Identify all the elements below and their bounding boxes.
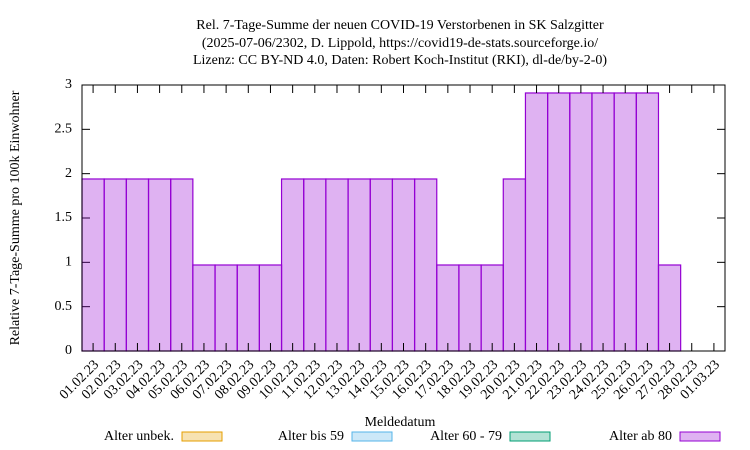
bar xyxy=(569,92,593,352)
legend-label: Alter bis 59 xyxy=(278,429,344,444)
chart-title: Lizenz: CC BY-ND 4.0, Daten: Robert Koch… xyxy=(193,53,607,68)
bar xyxy=(547,92,571,352)
legend-label: Alter unbek. xyxy=(104,429,174,444)
legend-swatch xyxy=(351,431,393,442)
bar xyxy=(103,178,127,352)
bar xyxy=(258,264,283,352)
y-axis-label: Relative 7-Tage-Summe pro 100k Einwohner xyxy=(8,90,23,345)
legend-swatch xyxy=(181,431,223,442)
bar xyxy=(280,178,305,352)
bar xyxy=(391,178,416,352)
y-tick-label: 0 xyxy=(65,343,72,358)
bar xyxy=(635,92,660,352)
y-tick-label: 2 xyxy=(65,166,72,181)
y-tick-label: 2.5 xyxy=(55,122,73,137)
bar xyxy=(347,178,371,352)
bar xyxy=(147,178,172,352)
bar xyxy=(81,178,105,352)
bar xyxy=(325,178,349,352)
legend-label: Alter 60 - 79 xyxy=(430,429,502,444)
bar xyxy=(480,264,504,352)
chart-title: (2025-07-06/2302, D. Lippold, https://co… xyxy=(202,36,598,51)
x-axis-label: Meldedatum xyxy=(365,415,436,430)
chart-title: Rel. 7-Tage-Summe der neuen COVID-19 Ver… xyxy=(196,18,604,33)
bar xyxy=(502,178,527,352)
legend-swatch xyxy=(679,431,721,442)
bar xyxy=(170,178,194,352)
bar xyxy=(192,264,216,352)
legend-label: Alter ab 80 xyxy=(609,429,672,444)
bar xyxy=(303,178,327,352)
bar xyxy=(591,92,615,352)
y-tick-label: 1 xyxy=(65,255,72,270)
bar xyxy=(458,264,482,352)
bar xyxy=(214,264,238,352)
y-tick-label: 1.5 xyxy=(55,210,73,225)
bar xyxy=(413,178,438,352)
y-tick-label: 3 xyxy=(65,77,72,92)
bar xyxy=(524,92,549,352)
bar xyxy=(613,92,637,352)
bar xyxy=(369,178,394,352)
y-tick-label: 0.5 xyxy=(55,299,73,314)
bar xyxy=(657,264,682,352)
bar xyxy=(125,178,150,352)
legend-swatch xyxy=(509,431,551,442)
bar xyxy=(236,264,260,352)
plot-frame xyxy=(81,84,726,352)
bar xyxy=(436,264,460,352)
